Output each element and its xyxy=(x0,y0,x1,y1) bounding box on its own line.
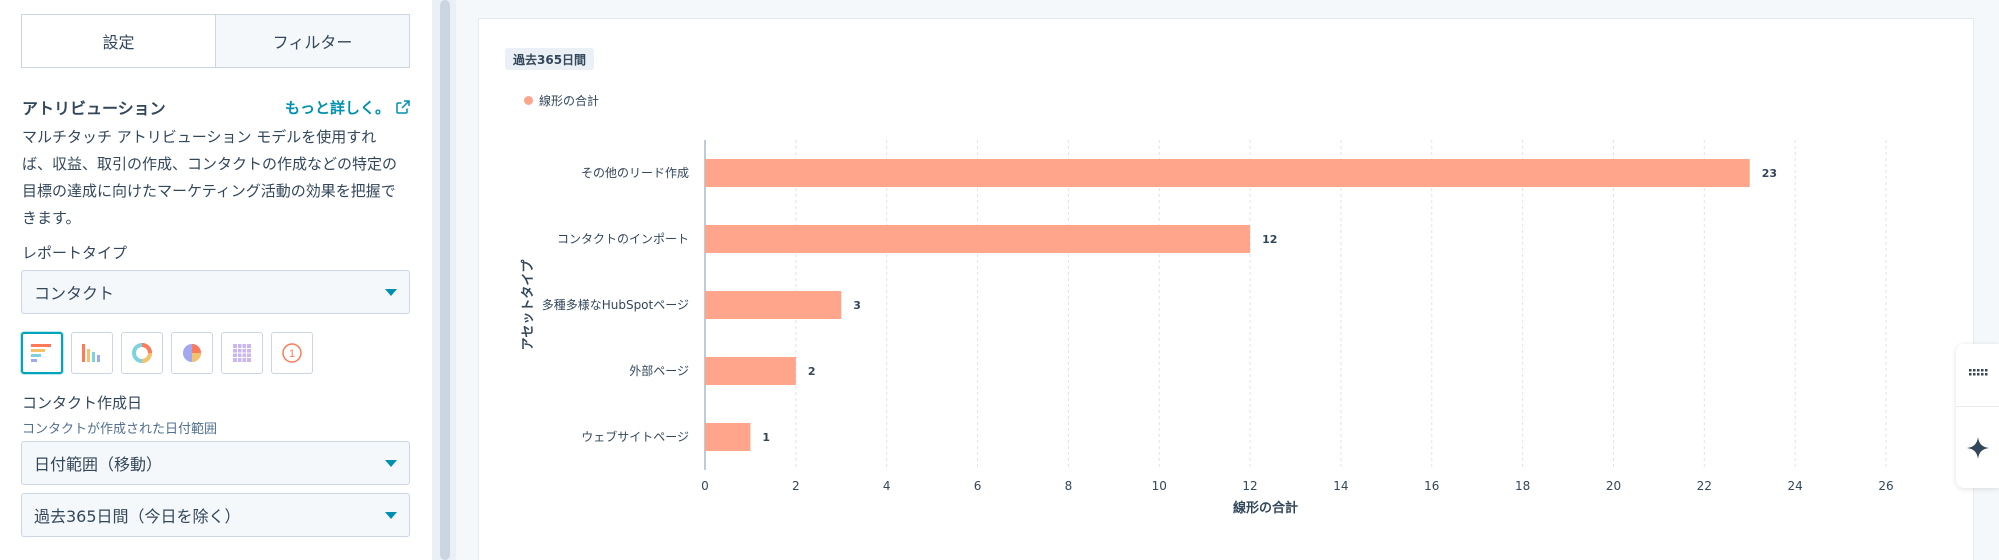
learn-more-label: もっと詳しく。 xyxy=(284,98,390,117)
date-range-value: 過去365日間（今日を除く） xyxy=(34,507,241,526)
report-type-label: レポートタイプ xyxy=(22,244,128,262)
bar xyxy=(705,357,796,385)
tab-settings[interactable]: 設定 xyxy=(22,15,215,67)
chart-type-horizontal-bar[interactable] xyxy=(21,332,63,374)
x-tick-label: 0 xyxy=(701,479,709,493)
chart-type-picker: 1 xyxy=(21,332,313,374)
pie-chart-icon xyxy=(183,344,201,362)
x-tick-label: 4 xyxy=(883,479,891,493)
x-tick-label: 20 xyxy=(1606,479,1621,493)
x-tick-label: 12 xyxy=(1242,479,1257,493)
keyboard-icon[interactable] xyxy=(1968,368,1990,380)
date-range-type-value: 日付範囲（移動） xyxy=(34,455,163,474)
chart-card xyxy=(478,18,1974,560)
x-tick-label: 14 xyxy=(1333,479,1348,493)
panel-scrollbar-thumb[interactable] xyxy=(440,0,450,560)
data-label: 3 xyxy=(853,299,861,312)
attribution-header: アトリビューション もっと詳しく。 xyxy=(22,95,410,119)
bar xyxy=(705,423,751,451)
report-type-value: コンタクト xyxy=(34,284,115,303)
panel-tabs: 設定 フィルター xyxy=(21,14,410,68)
x-tick-label: 10 xyxy=(1152,479,1167,493)
chart-legend[interactable]: 線形の合計 xyxy=(524,92,599,109)
category-label: 外部ページ xyxy=(629,363,689,378)
x-tick-label: 2 xyxy=(792,479,800,493)
category-label: コンタクトのインポート xyxy=(557,232,689,246)
date-field-label: コンタクト作成日 xyxy=(22,394,143,412)
bar xyxy=(705,225,1251,253)
date-range-badge: 過去365日間 xyxy=(505,48,595,70)
date-field-sublabel: コンタクトが作成された日付範囲 xyxy=(22,422,218,437)
x-tick-label: 18 xyxy=(1515,479,1530,493)
horizontal-bar-chart-icon xyxy=(31,344,51,362)
data-label: 2 xyxy=(808,365,816,378)
table-grid-icon xyxy=(233,344,251,362)
legend-swatch xyxy=(524,96,533,105)
chart-type-vertical-bar[interactable] xyxy=(71,332,113,374)
x-tick-label: 26 xyxy=(1878,479,1893,493)
x-tick-label: 8 xyxy=(1065,479,1073,493)
description-line: 目標の達成に向けたマーケティング活動の効果を把握で xyxy=(22,182,396,200)
single-value-icon: 1 xyxy=(282,343,302,363)
settings-panel: 設定 フィルター アトリビューション もっと詳しく。 マルチタッチ アトリビュー… xyxy=(0,0,432,560)
date-range-type-select[interactable]: 日付範囲（移動） xyxy=(21,441,410,485)
chart-type-pie[interactable] xyxy=(171,332,213,374)
sparkle-icon[interactable] xyxy=(1966,436,1990,460)
y-axis-title: アセットタイプ xyxy=(521,259,536,351)
x-tick-label: 16 xyxy=(1424,479,1439,493)
x-tick-label: 6 xyxy=(974,479,982,493)
external-link-icon xyxy=(396,100,410,114)
x-axis-title: 線形の合計 xyxy=(1233,500,1298,516)
x-tick-label: 24 xyxy=(1788,479,1803,493)
report-type-select[interactable]: コンタクト xyxy=(21,270,410,314)
data-label: 1 xyxy=(762,431,770,444)
side-rail xyxy=(1956,344,1999,488)
rail-divider xyxy=(1956,406,1999,407)
x-tick-label: 22 xyxy=(1697,479,1712,493)
bar xyxy=(705,291,842,319)
donut-chart-icon xyxy=(132,343,152,363)
chevron-down-icon xyxy=(385,459,397,467)
chart-type-donut[interactable] xyxy=(121,332,163,374)
description-line: きます。 xyxy=(22,209,81,227)
description-line: ば、収益、取引の作成、コンタクトの作成などの特定の xyxy=(22,155,398,173)
single-value-digit: 1 xyxy=(289,348,295,360)
category-label: その他のリード作成 xyxy=(581,166,689,180)
data-label: 12 xyxy=(1262,233,1277,246)
description-line: マルチタッチ アトリビューション モデルを使用すれ xyxy=(22,128,377,146)
category-label: 多種多様なHubSpotページ xyxy=(542,298,689,312)
chart-type-single-value[interactable]: 1 xyxy=(271,332,313,374)
category-label: ウェブサイトページ xyxy=(581,429,689,444)
attribution-title: アトリビューション xyxy=(22,99,166,118)
data-label: 23 xyxy=(1762,167,1777,180)
attribution-description: マルチタッチ アトリビューション モデルを使用すれ ば、収益、取引の作成、コンタ… xyxy=(22,124,414,232)
chart-type-table[interactable] xyxy=(221,332,263,374)
chevron-down-icon xyxy=(385,511,397,519)
legend-label: 線形の合計 xyxy=(539,94,600,108)
bar xyxy=(705,159,1750,187)
learn-more-link[interactable]: もっと詳しく。 xyxy=(285,97,410,118)
tab-filters[interactable]: フィルター xyxy=(215,15,409,67)
date-range-value-select[interactable]: 過去365日間（今日を除く） xyxy=(21,493,410,537)
vertical-bar-chart-icon xyxy=(82,344,100,362)
chevron-down-icon xyxy=(385,288,397,296)
